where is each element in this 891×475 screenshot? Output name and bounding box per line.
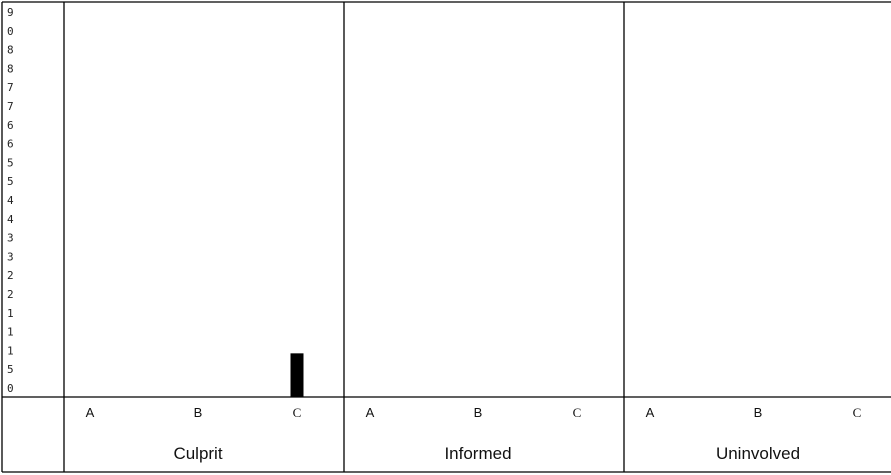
y-tick-label: 3 [7, 250, 14, 263]
y-tick-label: 1 [7, 344, 14, 357]
category-label: B [474, 405, 483, 420]
category-label: C [853, 405, 862, 420]
y-tick-label: 2 [7, 288, 14, 301]
y-tick-label: 7 [7, 100, 14, 113]
y-tick-label: 8 [7, 44, 14, 57]
bar-culprit-c [290, 353, 304, 397]
y-tick-label: 2 [7, 269, 14, 282]
y-tick-label: 1 [7, 326, 14, 339]
y-tick-label: 9 [7, 6, 14, 19]
category-label: A [366, 405, 375, 420]
y-tick-label: 8 [7, 62, 14, 75]
group-label-informed: Informed [444, 444, 511, 463]
y-tick-label: 4 [7, 213, 14, 226]
y-tick-label: 5 [7, 175, 14, 188]
y-tick-label: 0 [7, 382, 14, 395]
category-label: A [86, 405, 95, 420]
y-tick-label: 1 [7, 307, 14, 320]
category-label: A [646, 405, 655, 420]
y-tick-label: 3 [7, 232, 14, 245]
y-tick-label: 7 [7, 81, 14, 94]
y-tick-label: 0 [7, 25, 14, 38]
y-axis-tick-labels: 9 0 8 8 7 7 6 6 5 5 4 4 3 3 2 2 1 1 1 5 0 [7, 6, 14, 395]
y-tick-label: 5 [7, 363, 14, 376]
group-label-culprit: Culprit [173, 444, 222, 463]
y-tick-label: 4 [7, 194, 14, 207]
category-label: C [573, 405, 582, 420]
y-tick-label: 6 [7, 119, 14, 132]
y-tick-label: 6 [7, 138, 14, 151]
category-label: B [194, 405, 203, 420]
category-label: B [754, 405, 763, 420]
bars [290, 353, 304, 397]
x-axis-group-labels: Culprit Informed Uninvolved [173, 444, 800, 463]
category-label: C [293, 405, 302, 420]
group-label-uninvolved: Uninvolved [716, 444, 800, 463]
y-tick-label: 5 [7, 156, 14, 169]
